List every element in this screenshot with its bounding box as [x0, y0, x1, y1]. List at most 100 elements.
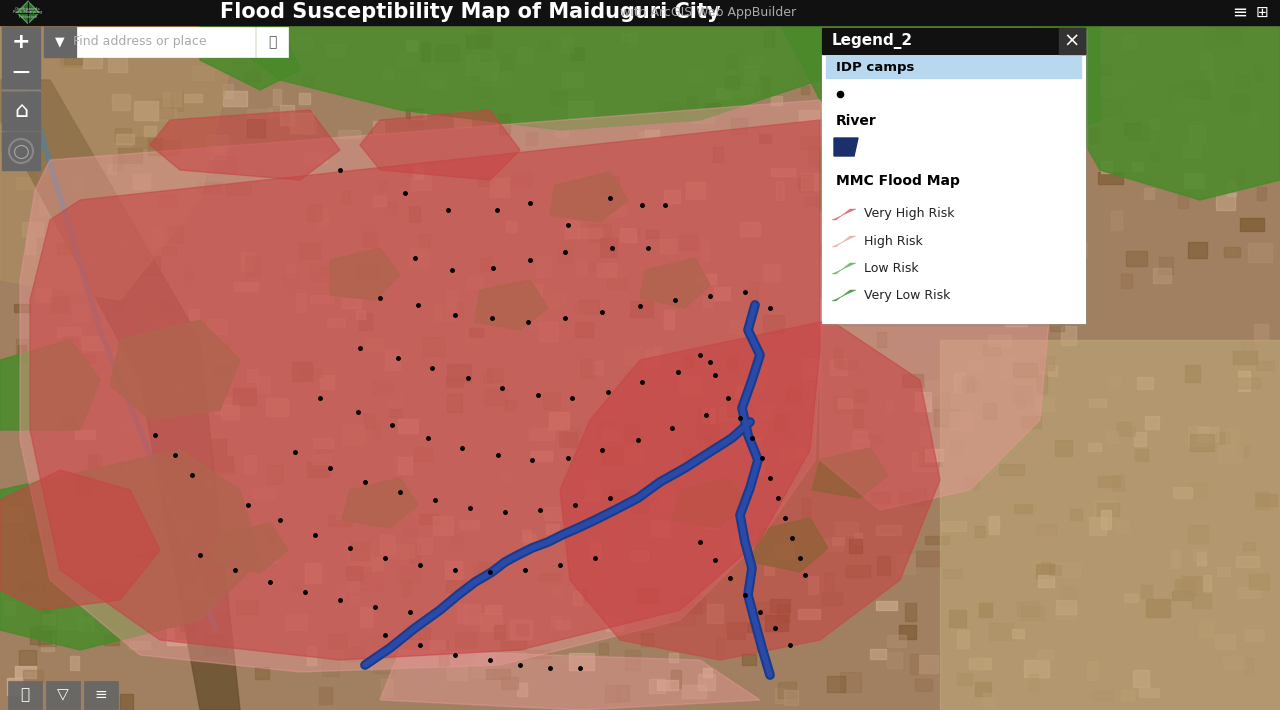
Bar: [1056, 563, 1080, 577]
Bar: [1068, 242, 1087, 258]
Bar: [133, 174, 150, 190]
Bar: [1101, 510, 1111, 529]
Bar: [1037, 650, 1055, 660]
Polygon shape: [29, 120, 820, 660]
Bar: [3, 58, 40, 88]
Bar: [846, 207, 855, 226]
Polygon shape: [561, 320, 940, 660]
Bar: [480, 613, 502, 631]
Bar: [701, 408, 714, 425]
Bar: [1024, 660, 1048, 677]
Bar: [864, 248, 873, 261]
Bar: [771, 96, 782, 105]
Bar: [966, 294, 983, 310]
Bar: [1121, 274, 1132, 288]
Bar: [698, 407, 709, 424]
Bar: [1037, 564, 1053, 578]
Bar: [133, 549, 152, 557]
Polygon shape: [820, 130, 980, 240]
Bar: [626, 226, 640, 235]
Text: Very High Risk: Very High Risk: [864, 207, 955, 221]
Bar: [754, 432, 767, 447]
Bar: [480, 257, 492, 271]
Bar: [947, 114, 964, 124]
Bar: [6, 678, 23, 695]
Bar: [172, 92, 183, 111]
Bar: [289, 113, 312, 133]
Bar: [500, 473, 512, 484]
Bar: [1236, 557, 1258, 567]
Bar: [1224, 656, 1244, 669]
Bar: [156, 515, 180, 525]
Bar: [467, 276, 483, 290]
Bar: [664, 310, 675, 329]
Bar: [371, 636, 396, 646]
Bar: [986, 178, 1010, 194]
Bar: [703, 295, 712, 307]
Bar: [247, 368, 257, 382]
Bar: [891, 59, 900, 72]
Bar: [913, 452, 937, 471]
Bar: [328, 515, 352, 525]
Bar: [1111, 211, 1123, 230]
Bar: [449, 532, 462, 544]
Bar: [774, 415, 787, 432]
Bar: [320, 375, 334, 389]
Bar: [783, 690, 799, 705]
Bar: [780, 449, 795, 462]
Bar: [78, 252, 95, 262]
Bar: [206, 319, 227, 334]
Bar: [310, 295, 333, 303]
Bar: [835, 87, 852, 102]
Bar: [763, 315, 783, 334]
Bar: [539, 322, 558, 341]
Bar: [72, 176, 82, 189]
Text: ○: ○: [13, 141, 29, 160]
Bar: [1039, 357, 1055, 371]
Bar: [884, 400, 893, 412]
Polygon shape: [342, 478, 419, 528]
Bar: [755, 602, 778, 619]
Bar: [447, 394, 462, 412]
Bar: [484, 389, 507, 405]
Bar: [1184, 173, 1204, 188]
Bar: [348, 498, 357, 517]
Bar: [175, 382, 191, 394]
Bar: [18, 103, 27, 111]
Polygon shape: [110, 320, 241, 420]
Bar: [1089, 517, 1106, 535]
Bar: [511, 173, 532, 187]
Bar: [95, 488, 113, 506]
Bar: [826, 200, 836, 209]
Bar: [351, 542, 369, 560]
Bar: [609, 206, 627, 216]
Bar: [645, 349, 659, 367]
Bar: [419, 234, 430, 249]
Bar: [979, 603, 992, 617]
Bar: [1235, 75, 1248, 86]
Bar: [372, 380, 392, 395]
Bar: [247, 119, 265, 137]
Bar: [430, 640, 444, 649]
Bar: [251, 68, 260, 81]
Bar: [727, 355, 739, 371]
Bar: [797, 178, 810, 189]
Text: 🔍: 🔍: [20, 687, 29, 702]
Bar: [410, 543, 420, 563]
Bar: [598, 263, 616, 277]
Bar: [531, 452, 552, 461]
Bar: [600, 239, 617, 256]
Bar: [300, 243, 320, 259]
Bar: [1070, 508, 1082, 520]
Bar: [356, 310, 365, 320]
Bar: [646, 229, 658, 238]
Bar: [786, 427, 795, 439]
Bar: [669, 652, 678, 662]
Bar: [881, 304, 897, 322]
Bar: [969, 54, 993, 68]
Bar: [786, 387, 801, 402]
Bar: [360, 572, 383, 590]
Bar: [346, 566, 362, 580]
Bar: [774, 544, 794, 558]
Bar: [44, 27, 76, 57]
